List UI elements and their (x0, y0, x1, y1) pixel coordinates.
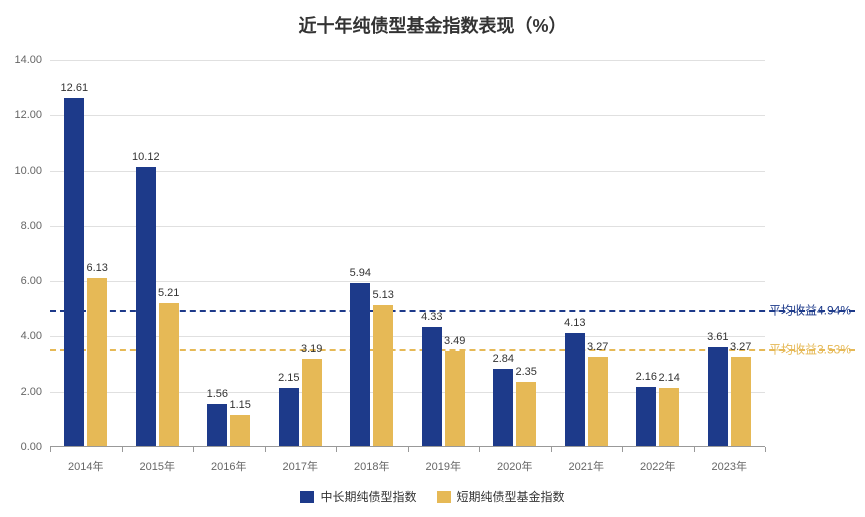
y-tick-label: 4.00 (21, 330, 42, 342)
y-tick-label: 10.00 (14, 165, 42, 177)
x-tick-label: 2023年 (712, 458, 747, 474)
bar-value-label: 5.13 (372, 289, 393, 301)
y-tick-label: 2.00 (21, 386, 42, 398)
legend-swatch (437, 491, 451, 503)
bar-value-label: 2.35 (515, 366, 536, 378)
bar (87, 278, 107, 447)
bar (659, 388, 679, 447)
bar (516, 382, 536, 447)
legend-label: 中长期纯债型指数 (320, 488, 416, 505)
bar-value-label: 4.13 (564, 317, 585, 329)
bar-value-label: 3.19 (301, 343, 322, 355)
bar (159, 303, 179, 447)
bar-value-label: 1.56 (207, 388, 228, 400)
bar-value-label: 3.27 (587, 341, 608, 353)
bar-value-label: 3.27 (730, 341, 751, 353)
reference-line-label: 平均收益3.53% (769, 341, 851, 358)
y-tick-label: 12.00 (14, 109, 42, 121)
bar (350, 283, 370, 447)
bar-value-label: 2.15 (278, 372, 299, 384)
bar-value-label: 2.84 (493, 353, 514, 365)
x-tick-label: 2022年 (640, 458, 675, 474)
legend-item: 短期纯债型基金指数 (437, 488, 565, 505)
x-tick-mark (765, 447, 766, 452)
bar (64, 98, 84, 447)
x-tick-label: 2020年 (497, 458, 532, 474)
bar-value-label: 3.61 (707, 331, 728, 343)
chart-title: 近十年纯债型基金指数表现（%） (0, 12, 865, 38)
bar (708, 347, 728, 447)
bars-layer: 12.61 6.13 10.12 5.21 1.561.15 2.15 3.19 5.945.… (50, 60, 765, 447)
bar (422, 327, 442, 447)
x-tick-label: 2021年 (569, 458, 604, 474)
bar-value-label: 1.15 (229, 399, 250, 411)
bar (279, 388, 299, 447)
bar (636, 387, 656, 447)
bar (136, 167, 156, 447)
y-axis: 0.002.004.006.008.0010.0012.0014.00 (0, 60, 50, 447)
chart-container: 近十年纯债型基金指数表现（%） 0.00 2.00 4.00 6.00 8.00 10.0… (0, 0, 865, 517)
x-tick-label: 2019年 (426, 458, 461, 474)
bar-value-label: 5.21 (158, 287, 179, 299)
bar-value-label: 6.13 (86, 262, 107, 274)
bar-value-label: 12.61 (61, 82, 89, 94)
x-tick-label: 2016年 (211, 458, 246, 474)
y-tick-label: 6.00 (21, 275, 42, 287)
bar-value-label: 2.16 (636, 371, 657, 383)
bar (230, 415, 250, 447)
bar (588, 357, 608, 447)
y-tick-label: 8.00 (21, 220, 42, 232)
bar (302, 359, 322, 447)
plot-area: 平均收益4.94%平均收益3.53% 12.616.1310.125.211.5… (50, 60, 765, 447)
bar (207, 404, 227, 447)
legend-item: 中长期纯债型指数 (300, 488, 416, 505)
x-axis: 2014年 2015年 2016年 2017年 2018年 2019年 2020年 2021年… (50, 452, 765, 472)
reference-line-label: 平均收益4.94% (769, 302, 851, 319)
x-tick-label: 2018年 (354, 458, 389, 474)
bar (445, 351, 465, 447)
bar (731, 357, 751, 447)
x-tick-label: 2015年 (140, 458, 175, 474)
y-tick-label: 14.00 (14, 54, 42, 66)
legend: 中长期纯债型指数 短期纯债型基金指数 (0, 488, 865, 505)
bar (565, 333, 585, 447)
x-tick-label: 2014年 (68, 458, 103, 474)
legend-label: 短期纯债型基金指数 (457, 488, 565, 505)
y-tick-label: 0.00 (21, 441, 42, 453)
bar-value-label: 10.12 (132, 151, 160, 163)
bar-value-label: 3.49 (444, 335, 465, 347)
bar-value-label: 4.33 (421, 311, 442, 323)
bar (493, 369, 513, 448)
x-tick-label: 2017年 (283, 458, 318, 474)
bar-value-label: 5.94 (350, 267, 371, 279)
bar-value-label: 2.14 (658, 372, 679, 384)
legend-swatch (300, 491, 314, 503)
bar (373, 305, 393, 447)
